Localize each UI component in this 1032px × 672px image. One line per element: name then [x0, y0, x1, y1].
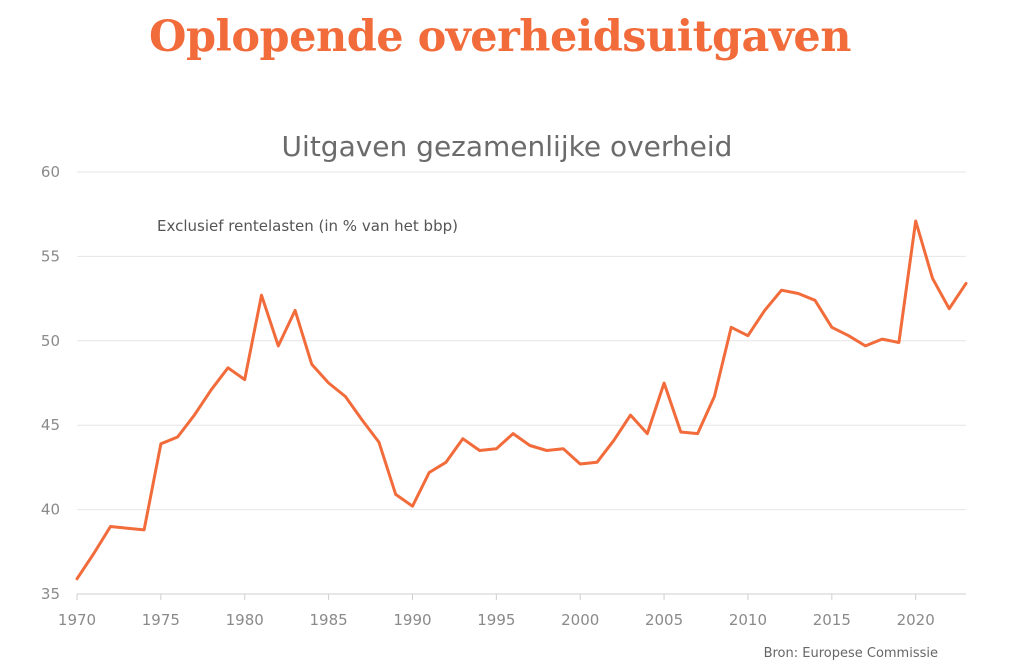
x-tick-label-1985: 1985	[310, 611, 348, 629]
y-tick-label-35: 35	[41, 585, 60, 603]
x-tick-label-1975: 1975	[142, 611, 180, 629]
y-axis: 35 40 45 50 55 60	[41, 163, 60, 603]
chart-title: Uitgaven gezamenlijke overheid	[282, 130, 733, 163]
x-tick-label-1980: 1980	[226, 611, 264, 629]
headline: Oplopende overheidsuitgaven	[148, 12, 852, 62]
x-tick-label-2005: 2005	[645, 611, 683, 629]
x-axis: 1970 1975 1980 1985 1990 1995 2000 2005 2010 2015…	[58, 593, 966, 629]
y-tick-label-40: 40	[41, 501, 60, 519]
x-tick-label-1995: 1995	[477, 611, 515, 629]
x-tick-label-2010: 2010	[729, 611, 767, 629]
grid-lines	[77, 171, 966, 511]
chart-subtitle: Exclusief rentelasten (in % van het bbp)	[157, 217, 458, 235]
y-tick-label-60: 60	[41, 163, 60, 181]
y-tick-label-50: 50	[41, 332, 60, 350]
source-note: Bron: Europese Commissie	[764, 646, 938, 661]
x-tick-label-1990: 1990	[393, 611, 431, 629]
y-tick-label-45: 45	[41, 416, 60, 434]
x-tick-label-2020: 2020	[897, 611, 935, 629]
x-tick-label-2000: 2000	[561, 611, 599, 629]
x-tick-label-2015: 2015	[813, 611, 851, 629]
y-tick-label-55: 55	[41, 247, 60, 265]
series-line-0	[75, 219, 968, 581]
x-tick-label-1970: 1970	[58, 611, 96, 629]
series-layer	[75, 219, 968, 581]
